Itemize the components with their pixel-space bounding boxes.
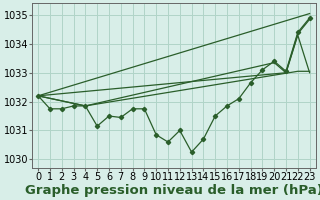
X-axis label: Graphe pression niveau de la mer (hPa): Graphe pression niveau de la mer (hPa) xyxy=(25,184,320,197)
